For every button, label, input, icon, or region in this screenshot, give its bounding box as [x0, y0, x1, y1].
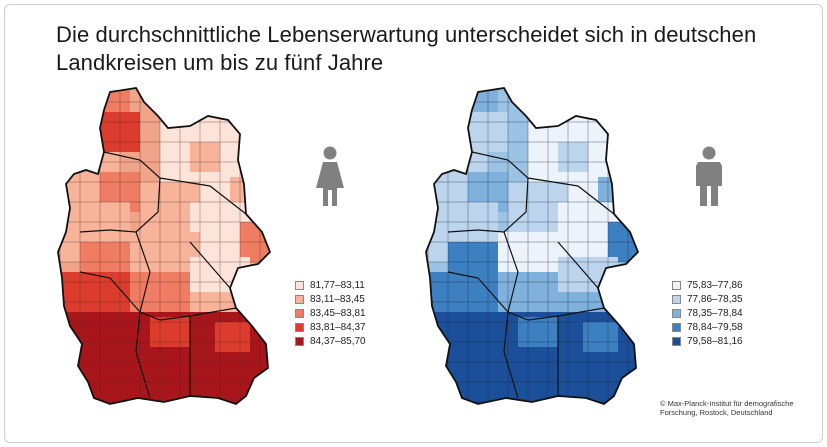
male-person-icon: [696, 146, 722, 206]
copyright-credit: © Max-Planck-Institut für demografische …: [660, 399, 794, 417]
legend-label: 83,81–84,37: [310, 321, 366, 333]
legend-item: 78,84–79,58: [672, 320, 743, 334]
legend-item: 84,37–85,70: [295, 334, 366, 348]
legend-item: 83,81–84,37: [295, 320, 366, 334]
germany-map-men: [425, 87, 640, 406]
legend-item: 78,35–78,84: [672, 306, 743, 320]
legend-women: 81,77–83,11 83,11–83,45 83,45–83,81 83,8…: [295, 278, 366, 348]
legend-men: 75,83–77,86 77,86–78,35 78,35–78,84 78,8…: [672, 278, 743, 348]
legend-label: 83,45–83,81: [310, 307, 366, 319]
legend-swatch: [672, 322, 681, 332]
legend-item: 81,77–83,11: [295, 278, 366, 292]
legend-item: 79,58–81,16: [672, 334, 743, 348]
legend-label: 84,37–85,70: [310, 335, 366, 347]
legend-label: 75,83–77,86: [687, 279, 743, 291]
legend-swatch: [295, 294, 304, 304]
legend-label: 78,84–79,58: [687, 321, 743, 333]
page-title: Die durchschnittliche Lebenserwartung un…: [56, 22, 757, 75]
legend-label: 78,35–78,84: [687, 307, 743, 319]
legend-item: 77,86–78,35: [672, 292, 743, 306]
legend-label: 81,77–83,11: [310, 279, 365, 291]
legend-swatch: [672, 336, 681, 346]
female-person-icon: [316, 146, 344, 206]
legend-swatch: [672, 280, 681, 290]
legend-swatch: [672, 294, 681, 304]
germany-map-women: [57, 87, 272, 406]
legend-swatch: [295, 308, 304, 318]
legend-item: 75,83–77,86: [672, 278, 743, 292]
legend-swatch: [295, 280, 304, 290]
legend-label: 79,58–81,16: [687, 335, 743, 347]
legend-swatch: [672, 308, 681, 318]
legend-swatch: [295, 336, 304, 346]
legend-item: 83,11–83,45: [295, 292, 366, 306]
legend-label: 77,86–78,35: [687, 293, 743, 305]
legend-swatch: [295, 322, 304, 332]
legend-item: 83,45–83,81: [295, 306, 366, 320]
legend-label: 83,11–83,45: [310, 293, 365, 305]
